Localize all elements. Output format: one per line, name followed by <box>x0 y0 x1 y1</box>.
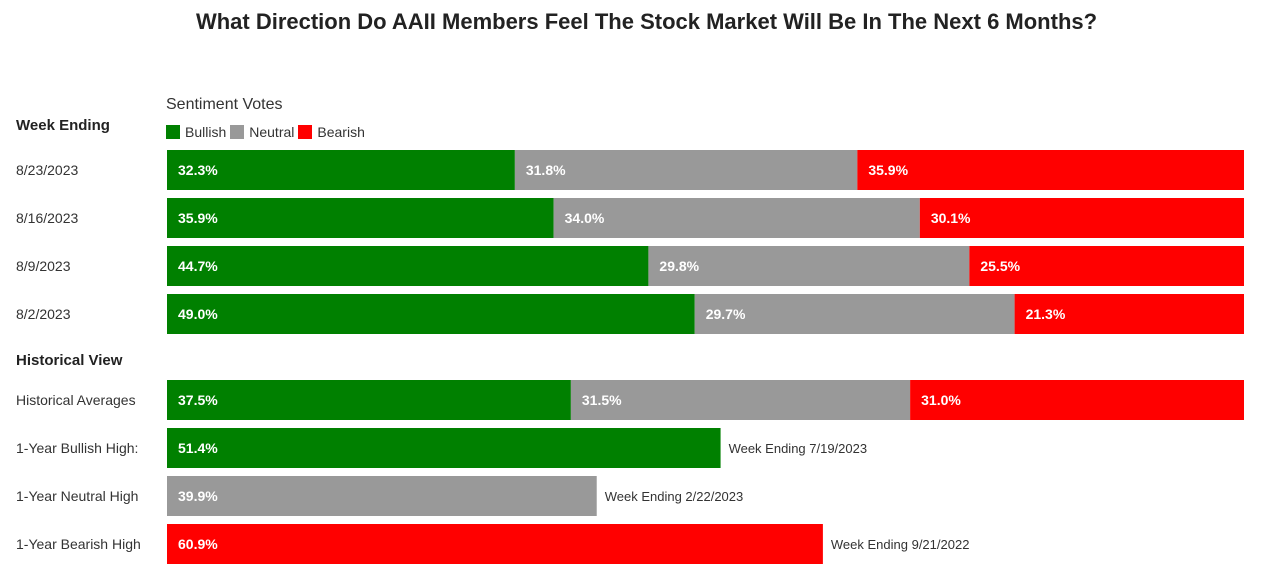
data-label-bearish: 35.9% <box>868 162 908 178</box>
data-label-bullish: 32.3% <box>178 162 218 178</box>
data-label-bullish: 49.0% <box>178 306 218 322</box>
bar-bearish-8-16-2023 <box>919 198 1244 238</box>
legend-title: Sentiment Votes <box>166 96 283 113</box>
category-label: 8/2/2023 <box>16 306 71 322</box>
bar-neutral-8-9-2023 <box>648 246 970 286</box>
data-label-neutral: 34.0% <box>565 210 605 226</box>
bar-bullish-historical-averages <box>167 380 571 420</box>
high-data-label: 39.9% <box>178 488 218 504</box>
legend-swatch-bearish <box>298 125 313 139</box>
high-data-label: 51.4% <box>178 440 218 456</box>
bar-neutral-8-16-2023 <box>553 198 920 238</box>
data-label-neutral: 29.8% <box>659 258 699 274</box>
data-label-bullish: 44.7% <box>178 258 218 274</box>
data-label-bullish: 37.5% <box>178 392 218 408</box>
high-note: Week Ending 9/21/2022 <box>831 537 970 552</box>
category-label: 8/23/2023 <box>16 162 78 178</box>
high-data-label: 60.9% <box>178 536 218 552</box>
data-label-neutral: 31.8% <box>526 162 566 178</box>
chart-title: What Direction Do AAII Members Feel The … <box>195 9 1098 34</box>
data-label-bearish: 21.3% <box>1026 306 1066 322</box>
bar-neutral-historical-averages <box>570 380 911 420</box>
legend-swatch-neutral <box>230 125 245 139</box>
bar-bullish-8-16-2023 <box>167 198 554 238</box>
bar-bullish-8-2-2023 <box>167 294 695 334</box>
legend-label-neutral: Neutral <box>249 124 295 140</box>
category-label: 8/16/2023 <box>16 210 78 226</box>
legend-swatch-bullish <box>166 125 180 139</box>
category-label: Historical Averages <box>16 392 136 408</box>
bar-bearish-8-23-2023 <box>857 150 1244 190</box>
high-note: Week Ending 2/22/2023 <box>605 489 744 504</box>
high-note: Week Ending 7/19/2023 <box>729 441 868 456</box>
bar-bearish-historical-averages <box>910 380 1244 420</box>
week-ending-header: Week Ending <box>16 117 110 134</box>
historical-view-header: Historical View <box>16 352 123 369</box>
bar-neutral-8-2-2023 <box>694 294 1015 334</box>
bar-1-year-neutral-high <box>167 476 597 516</box>
data-label-neutral: 29.7% <box>706 306 746 322</box>
high-category-label: 1-Year Neutral High <box>16 488 138 504</box>
data-label-neutral: 31.5% <box>582 392 622 408</box>
legend-label-bearish: Bearish <box>317 124 365 140</box>
data-label-bullish: 35.9% <box>178 210 218 226</box>
bar-bearish-8-2-2023 <box>1014 294 1244 334</box>
legend-label-bullish: Bullish <box>185 124 227 140</box>
data-label-bearish: 25.5% <box>980 258 1020 274</box>
high-category-label: 1-Year Bearish High <box>16 536 141 552</box>
bar-1-year-bullish-high <box>167 428 721 468</box>
legend-item-bearish: Bearish <box>298 124 365 140</box>
legend-item-bullish: Bullish <box>166 124 226 140</box>
bar-neutral-8-23-2023 <box>514 150 858 190</box>
bar-bullish-8-9-2023 <box>167 246 649 286</box>
category-label: 8/9/2023 <box>16 258 71 274</box>
data-label-bearish: 31.0% <box>921 392 961 408</box>
legend-item-neutral: Neutral <box>230 124 294 140</box>
bar-1-year-bearish-high <box>167 524 823 564</box>
bar-bearish-8-9-2023 <box>969 246 1244 286</box>
data-label-bearish: 30.1% <box>931 210 971 226</box>
high-category-label: 1-Year Bullish High: <box>16 440 138 456</box>
bar-bullish-8-23-2023 <box>167 150 515 190</box>
legend: Bullish Neutral Bearish <box>166 124 369 140</box>
